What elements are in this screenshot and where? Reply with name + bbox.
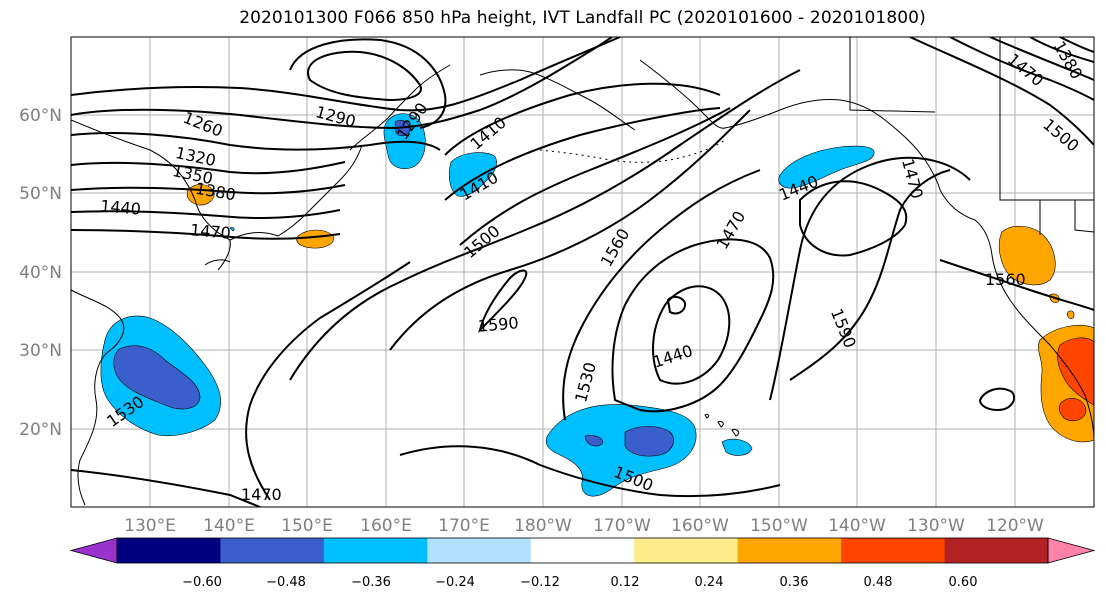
lon-label: 130°E [124, 516, 176, 536]
latitude-axis: 60°N 50°N 40°N 30°N 20°N [19, 106, 62, 440]
lon-label: 160°W [671, 516, 729, 536]
lat-label: 30°N [19, 341, 62, 361]
colorbar-segment [944, 538, 1049, 563]
lon-label: 170°E [438, 516, 490, 536]
lon-label: 150°E [281, 516, 333, 536]
contour-label: 1440 [99, 196, 141, 218]
lon-label: 160°E [360, 516, 412, 536]
map-frame [70, 36, 1095, 508]
colorbar [69, 537, 1096, 564]
lon-label: 140°E [203, 516, 255, 536]
colorbar-tick-label: 0.24 [695, 575, 724, 590]
lon-label: 130°W [907, 516, 965, 536]
colorbar-tick-label: 0.12 [611, 575, 640, 590]
colorbar-tick-label: −0.60 [182, 575, 222, 590]
contour-label: 1470 [241, 485, 282, 504]
colorbar-segment [323, 538, 428, 563]
colorbar-extend-low [69, 537, 118, 564]
colorbar-tick-label: −0.12 [520, 575, 560, 590]
lat-label: 20°N [19, 420, 62, 440]
ivt-positive-shading [186, 184, 1094, 443]
lat-label: 60°N [19, 106, 62, 126]
colorbar-segment [841, 538, 946, 563]
colorbar-tick-label: −0.36 [351, 575, 391, 590]
colorbar-tick-label: −0.24 [435, 575, 475, 590]
colorbar-segment [117, 538, 221, 563]
colorbar-tick-label: 0.60 [949, 575, 978, 590]
contour-label: 1560 [985, 270, 1026, 289]
colorbar-tick-label: 0.48 [864, 575, 893, 590]
colorbar-extend-high [1047, 537, 1096, 564]
colorbar-segment [220, 538, 325, 563]
lat-label: 40°N [19, 263, 62, 283]
contour-label: 1590 [477, 313, 519, 335]
colorbar-ticks: −0.60 −0.48 −0.36 −0.24 −0.12 0.12 0.24 … [182, 575, 977, 590]
map-title: 2020101300 F066 850 hPa height, IVT Land… [239, 8, 926, 28]
lat-label: 50°N [19, 184, 62, 204]
colorbar-tick-label: −0.48 [266, 575, 306, 590]
lon-label: 140°W [828, 516, 886, 536]
colorbar-segment [634, 538, 739, 563]
longitude-axis: 130°E 140°E 150°E 160°E 170°E 180°W 170°… [124, 516, 1044, 536]
colorbar-segment [427, 538, 532, 563]
lon-label: 150°W [750, 516, 808, 536]
height-contours [71, 37, 1094, 507]
contour-label: 1470 [189, 220, 231, 242]
colorbar-segment [530, 538, 635, 563]
lon-label: 180°W [514, 516, 572, 536]
colorbar-segment [737, 538, 842, 563]
ivt-negative-shading [100, 113, 875, 497]
lon-label: 170°W [593, 516, 651, 536]
colorbar-outline [116, 537, 1049, 564]
lon-label: 120°W [986, 516, 1044, 536]
colorbar-tick-label: 0.36 [780, 575, 809, 590]
